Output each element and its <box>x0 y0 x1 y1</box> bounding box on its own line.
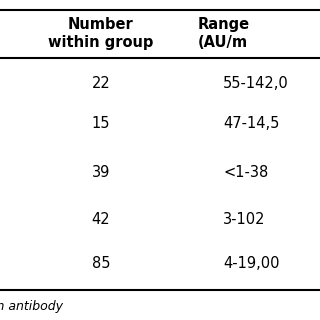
Text: 3-102: 3-102 <box>223 212 266 227</box>
Text: 55-142,0: 55-142,0 <box>223 76 289 91</box>
Text: 22: 22 <box>92 76 110 91</box>
Text: 42: 42 <box>92 212 110 227</box>
Text: 15: 15 <box>92 116 110 131</box>
Text: 85: 85 <box>92 257 110 271</box>
Text: 4-19,00: 4-19,00 <box>223 257 280 271</box>
Text: Number
within group: Number within group <box>48 17 154 50</box>
Text: t; EmA Endomysium antibody: t; EmA Endomysium antibody <box>0 300 63 313</box>
Text: 47-14,5: 47-14,5 <box>223 116 280 131</box>
Text: 39: 39 <box>92 165 110 180</box>
Text: Range
(AU/m: Range (AU/m <box>197 17 249 50</box>
Text: <1-38: <1-38 <box>223 165 268 180</box>
